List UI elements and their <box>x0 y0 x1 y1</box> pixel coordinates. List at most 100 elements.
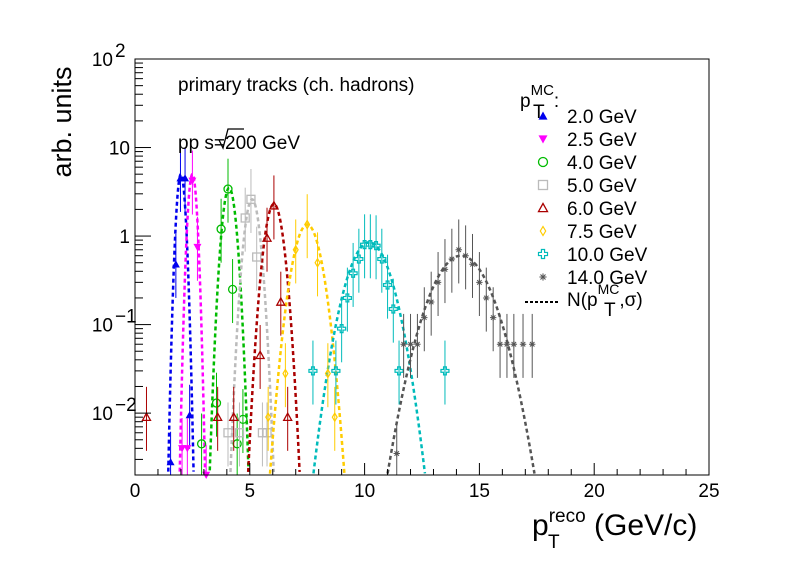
data-point <box>275 296 286 306</box>
data-point <box>304 219 311 230</box>
annotation-energy-post: =200 GeV <box>214 133 300 154</box>
fit-curve-3 <box>229 198 275 473</box>
data-point <box>188 177 197 185</box>
data-point <box>308 366 318 376</box>
data-point <box>246 194 256 204</box>
y-tick-label: 10 <box>92 50 113 71</box>
x-axis-title-unit: (GeV/c) <box>586 509 698 542</box>
y-tick-exponent: 2 <box>115 41 126 62</box>
data-point <box>314 257 321 268</box>
sqrt-symbol <box>218 128 244 150</box>
annotation-primary-tracks: primary tracks (ch. hadrons) <box>178 75 415 96</box>
x-tick-label: 5 <box>245 481 256 502</box>
data-point <box>255 349 266 360</box>
data-point <box>377 254 387 264</box>
data-point <box>503 341 511 348</box>
legend-label-7: 14.0 GeV <box>567 268 648 289</box>
data-point <box>178 445 187 453</box>
data-point <box>141 411 152 422</box>
data-point <box>448 255 456 263</box>
legend-header: pMC: <box>520 82 559 112</box>
legend-fit-label: N(pMC,σ) <box>567 281 643 311</box>
legend-header-p: p <box>520 91 531 112</box>
data-point <box>365 240 375 250</box>
data-point <box>292 244 299 255</box>
legend-fit-label-sub: T <box>604 300 616 321</box>
data-point <box>268 200 280 210</box>
data-point <box>489 314 497 321</box>
data-point <box>228 411 239 422</box>
data-point <box>421 314 428 321</box>
y-tick-label: 10 <box>92 316 113 337</box>
annotation-energy-pre: pp <box>178 133 204 154</box>
data-point <box>427 298 435 306</box>
x-axis-title-sup: reco <box>549 506 586 527</box>
data-point <box>331 412 338 423</box>
data-point <box>211 398 222 408</box>
data-point <box>519 341 527 348</box>
data-point <box>393 450 400 457</box>
annotation-sqrt-s: s <box>204 133 214 154</box>
data-point <box>261 232 273 242</box>
data-point <box>407 341 414 348</box>
data-point <box>434 279 442 286</box>
x-tick-label: 10 <box>354 481 375 502</box>
legend-label-3: 5.0 GeV <box>567 176 637 197</box>
legend-label-1: 2.5 GeV <box>567 130 637 151</box>
x-tick-label: 15 <box>469 481 490 502</box>
data-point <box>223 184 233 194</box>
data-point <box>216 224 226 234</box>
data-point <box>262 428 272 438</box>
data-point <box>171 260 180 268</box>
data-point <box>529 341 536 348</box>
data-point <box>223 428 233 438</box>
data-point <box>252 252 262 262</box>
legend-label-4: 6.0 GeV <box>567 199 637 220</box>
data-point <box>166 458 175 466</box>
plot-frame <box>134 58 710 476</box>
legend-header-sup: MC <box>531 82 554 99</box>
data-point <box>348 268 358 278</box>
x-tick-label: 0 <box>130 481 141 502</box>
data-point <box>227 284 238 295</box>
annotation-energy: pp s=200 GeV <box>178 133 300 154</box>
data-point <box>193 243 202 252</box>
x-axis-title-sub: T <box>548 532 560 553</box>
legend-fit-label-sup: MC <box>598 281 620 297</box>
legend-fit-label-pre: N(p <box>567 290 598 311</box>
legend-marker-7 <box>539 273 547 281</box>
legend-marker-2 <box>537 156 549 168</box>
data-point <box>388 304 398 314</box>
data-point <box>441 266 449 273</box>
data-point <box>400 341 407 348</box>
legend-marker-1 <box>538 135 548 144</box>
data-point <box>483 294 490 302</box>
legend-fit-label-post: ,σ) <box>619 290 642 311</box>
data-point <box>234 428 245 438</box>
data-point <box>382 280 393 290</box>
y-axis-title: arb. units <box>47 66 77 177</box>
legend-marker-6 <box>537 248 549 260</box>
legend-label-2: 4.0 GeV <box>567 153 637 174</box>
data-point <box>455 246 462 253</box>
data-point <box>240 213 250 223</box>
fit-curve-2 <box>208 186 250 471</box>
x-axis-title: preco (GeV/c) <box>532 506 697 542</box>
data-point <box>337 324 347 334</box>
data-point <box>469 261 476 268</box>
data-point <box>196 439 207 449</box>
data-point <box>265 412 272 423</box>
data-point <box>371 241 381 251</box>
data-points <box>141 147 536 479</box>
legend-label-6: 10.0 GeV <box>567 245 648 266</box>
y-tick-label: 10 <box>92 404 113 425</box>
legend-marker-0 <box>538 111 548 120</box>
data-point <box>183 445 192 453</box>
legend-header-tail: : <box>554 91 559 112</box>
y-tick-label: 1 <box>119 227 130 248</box>
data-point <box>238 414 248 425</box>
